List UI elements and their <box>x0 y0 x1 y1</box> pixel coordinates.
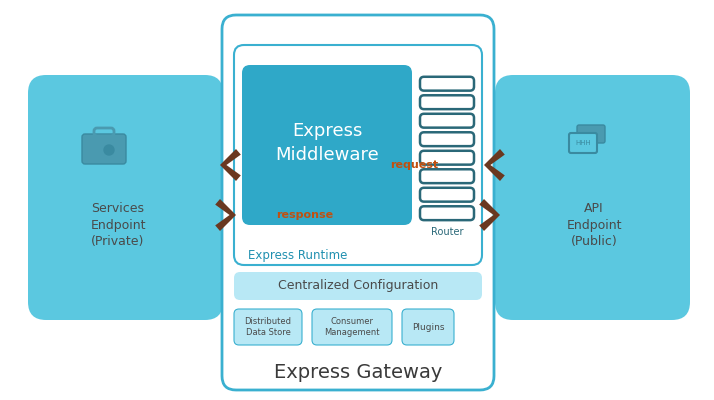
FancyBboxPatch shape <box>234 45 482 265</box>
FancyBboxPatch shape <box>569 133 597 153</box>
Circle shape <box>104 145 114 155</box>
Text: HHH: HHH <box>575 140 591 146</box>
FancyBboxPatch shape <box>577 125 605 143</box>
FancyBboxPatch shape <box>242 65 412 225</box>
Text: Router: Router <box>431 227 463 237</box>
Text: Express
Middleware: Express Middleware <box>275 122 379 164</box>
Text: response: response <box>276 210 333 220</box>
Text: API
Endpoint
(Public): API Endpoint (Public) <box>566 202 622 248</box>
Text: Services
Endpoint
(Private): Services Endpoint (Private) <box>90 202 146 248</box>
Text: Centralized Configuration: Centralized Configuration <box>278 280 438 292</box>
Text: Plugins: Plugins <box>412 322 444 332</box>
Text: Distributed
Data Store: Distributed Data Store <box>244 317 291 337</box>
Polygon shape <box>479 199 500 231</box>
Polygon shape <box>215 199 236 231</box>
FancyBboxPatch shape <box>222 15 494 390</box>
FancyBboxPatch shape <box>82 134 126 164</box>
Text: Express Gateway: Express Gateway <box>273 364 442 382</box>
FancyBboxPatch shape <box>312 309 392 345</box>
FancyBboxPatch shape <box>402 309 454 345</box>
FancyBboxPatch shape <box>495 75 690 320</box>
Polygon shape <box>484 149 505 181</box>
FancyBboxPatch shape <box>234 272 482 300</box>
FancyBboxPatch shape <box>234 309 302 345</box>
Polygon shape <box>220 149 241 181</box>
Text: Consumer
Management: Consumer Management <box>324 317 380 337</box>
Text: request: request <box>390 160 438 170</box>
FancyBboxPatch shape <box>28 75 223 320</box>
Text: Express Runtime: Express Runtime <box>248 248 348 262</box>
